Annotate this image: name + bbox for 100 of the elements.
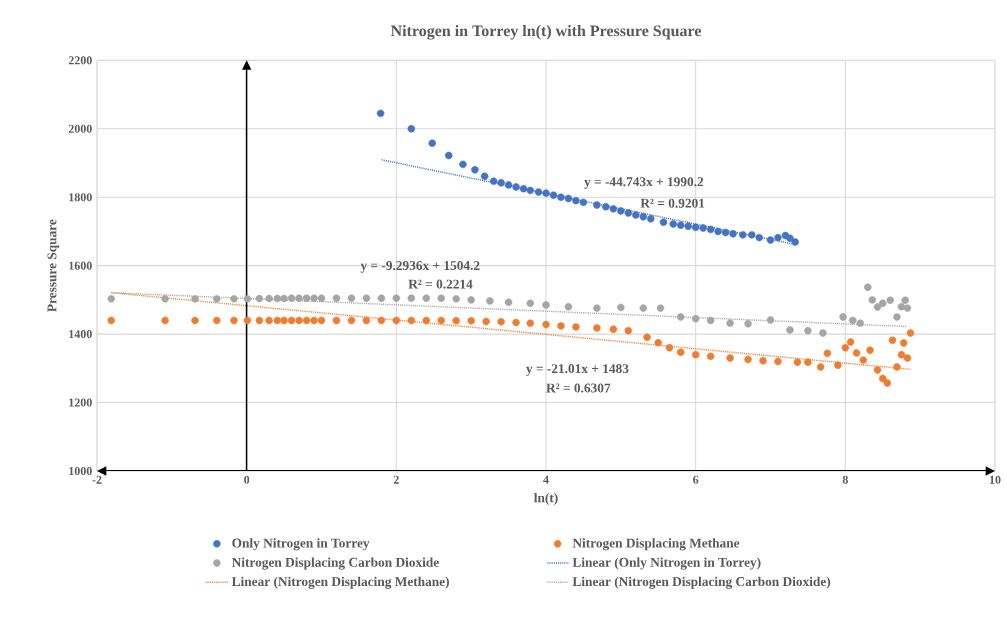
point	[542, 301, 550, 309]
point	[428, 139, 436, 147]
point	[856, 319, 865, 327]
point	[748, 231, 756, 239]
point	[422, 294, 431, 302]
point	[864, 283, 872, 291]
point	[706, 225, 715, 234]
point	[564, 302, 573, 311]
point	[519, 184, 528, 193]
point	[873, 303, 882, 311]
point	[617, 207, 625, 215]
point	[617, 303, 625, 312]
x-tick-label: -2	[92, 475, 102, 484]
annotation: R² = 0.6307	[546, 383, 611, 393]
point	[691, 314, 700, 323]
point	[676, 221, 685, 230]
annotation: R² = 0.9201	[640, 198, 705, 208]
x-axis-title: ln(t)	[534, 492, 558, 506]
point	[699, 224, 707, 232]
point	[593, 201, 601, 209]
point	[849, 316, 857, 325]
point	[593, 304, 601, 312]
point	[376, 109, 385, 118]
point	[273, 294, 282, 303]
point	[819, 329, 827, 337]
point	[886, 296, 894, 304]
y-tick-label: 1000	[69, 466, 92, 476]
point	[691, 223, 700, 232]
point	[669, 220, 677, 228]
point	[161, 295, 169, 303]
annotation: y = -44.743x + 1990.2	[584, 177, 704, 189]
point	[526, 186, 535, 195]
point	[729, 230, 737, 238]
point	[302, 294, 311, 302]
point	[480, 172, 489, 181]
x-tick-label: 0	[244, 475, 250, 484]
point	[471, 166, 479, 174]
point	[632, 211, 640, 219]
y-axis-title: Pressure Square	[47, 219, 60, 312]
point	[868, 296, 877, 304]
point	[287, 294, 296, 302]
point	[392, 294, 401, 302]
point	[317, 294, 326, 302]
point	[839, 313, 847, 321]
point	[766, 316, 775, 324]
legend-label: Linear (Only Nitrogen in Torrey)	[572, 557, 761, 570]
point	[497, 179, 505, 187]
point	[265, 294, 273, 303]
point	[893, 313, 901, 321]
x-tick-label: 10	[989, 475, 1001, 484]
point	[684, 222, 692, 231]
point	[280, 294, 288, 303]
point	[579, 198, 588, 207]
point	[659, 218, 668, 226]
annotation: R² = 0.2214	[408, 279, 473, 289]
point	[486, 297, 494, 305]
point	[903, 304, 912, 312]
point	[213, 295, 221, 303]
legend-label: Linear (Nitrogen Displacing Methane)	[231, 576, 449, 589]
y-tick-label: 2200	[68, 56, 92, 65]
point	[347, 294, 356, 302]
point	[879, 299, 887, 308]
legend-label: Nitrogen Displacing Methane	[572, 538, 740, 551]
point	[624, 209, 633, 217]
point	[534, 188, 543, 196]
point	[572, 196, 580, 205]
x-tick-label: 8	[842, 475, 848, 484]
point	[639, 212, 648, 221]
point	[437, 294, 445, 302]
point	[639, 304, 648, 312]
point	[744, 320, 752, 328]
point	[901, 296, 909, 304]
point	[557, 193, 565, 201]
point	[706, 316, 715, 325]
point	[444, 151, 453, 160]
point	[377, 294, 386, 302]
annotation: y = -21.01x + 1483	[526, 364, 629, 376]
point	[804, 326, 812, 335]
x-tick-label: 2	[393, 475, 399, 484]
point	[407, 125, 416, 133]
x-tick-label: 4	[543, 475, 549, 484]
point	[255, 294, 264, 303]
point	[714, 227, 722, 236]
point	[549, 191, 558, 199]
point	[230, 295, 238, 303]
point	[786, 326, 794, 334]
point	[526, 299, 535, 308]
point	[362, 294, 371, 302]
point	[602, 203, 610, 211]
point	[766, 236, 775, 244]
point	[107, 295, 115, 303]
legend-label: Nitrogen Displacing Carbon Dioxide	[231, 557, 439, 570]
annotation: y = -9.2936x + 1504.2	[360, 261, 480, 273]
point	[467, 296, 475, 304]
point	[459, 160, 467, 169]
point	[564, 194, 573, 203]
point	[504, 298, 513, 307]
point	[739, 231, 747, 239]
y-tick-label: 2000	[68, 124, 92, 133]
point	[407, 294, 416, 302]
